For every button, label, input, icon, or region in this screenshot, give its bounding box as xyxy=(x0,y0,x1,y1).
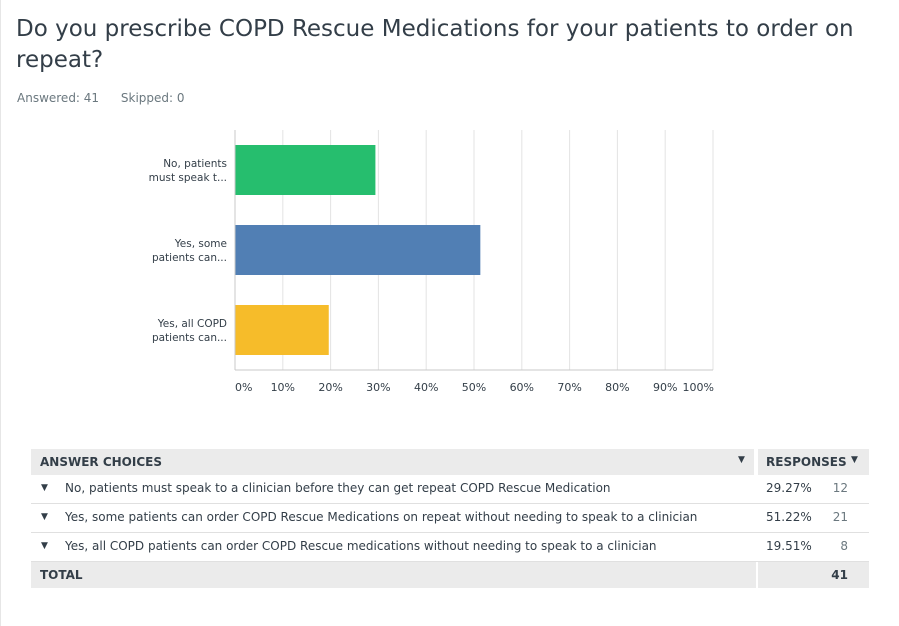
category-label: Yes, all COPD patients can... xyxy=(152,318,227,344)
total-divider xyxy=(756,562,758,588)
table-header: ANSWER CHOICES ▼ RESPONSES ▼ xyxy=(31,449,869,475)
answer-count: 21 xyxy=(832,510,848,524)
total-count: 41 xyxy=(831,568,848,582)
x-tick-label: 20% xyxy=(318,381,342,394)
x-tick-label: 100% xyxy=(683,381,714,394)
expand-row-icon[interactable]: ▼ xyxy=(41,483,48,493)
answer-choices-header[interactable]: ANSWER CHOICES xyxy=(40,455,162,469)
answer-percent: 51.22% xyxy=(766,510,812,524)
total-row: TOTAL 41 xyxy=(31,562,869,588)
responses-header[interactable]: RESPONSES xyxy=(766,455,847,469)
frame-border xyxy=(0,0,1,626)
x-tick-label: 0% xyxy=(235,381,252,394)
x-tick-label: 40% xyxy=(414,381,438,394)
x-tick-label: 50% xyxy=(462,381,486,394)
sort-choices-icon[interactable]: ▼ xyxy=(738,455,745,465)
x-tick-label: 60% xyxy=(510,381,534,394)
skipped-count: Skipped: 0 xyxy=(120,91,185,105)
x-tick-label: 10% xyxy=(271,381,295,394)
answer-count: 12 xyxy=(832,481,848,495)
x-tick-label: 30% xyxy=(366,381,390,394)
category-label: Yes, some patients can... xyxy=(152,238,227,264)
answer-percent: 29.27% xyxy=(766,481,812,495)
answered-count: Answered: 41 xyxy=(17,91,100,105)
bar xyxy=(235,305,329,355)
answer-label: Yes, some patients can order COPD Rescue… xyxy=(65,510,698,524)
expand-row-icon[interactable]: ▼ xyxy=(41,541,48,551)
x-tick-label: 70% xyxy=(557,381,581,394)
header-divider xyxy=(754,449,758,475)
category-label: No, patients must speak t... xyxy=(149,158,227,184)
sort-responses-icon[interactable]: ▼ xyxy=(851,455,858,465)
bar-chart: 0% 10% 20% 30% 40% 50% 60% 70% 80% 90% 100% No, pat… xyxy=(149,130,714,394)
answer-percent: 19.51% xyxy=(766,539,812,553)
table-row: ▼ Yes, all COPD patients can order COPD … xyxy=(31,533,869,562)
answer-count: 8 xyxy=(840,539,848,553)
table-row: ▼ Yes, some patients can order COPD Resc… xyxy=(31,504,869,533)
answer-table: ANSWER CHOICES ▼ RESPONSES ▼ ▼ No, patie… xyxy=(31,449,869,588)
x-tick-label: 80% xyxy=(605,381,629,394)
x-tick-label: 90% xyxy=(653,381,677,394)
answer-label: No, patients must speak to a clinician b… xyxy=(65,481,611,495)
total-label: TOTAL xyxy=(40,568,83,582)
bar xyxy=(235,225,481,275)
expand-row-icon[interactable]: ▼ xyxy=(41,512,48,522)
answer-label: Yes, all COPD patients can order COPD Re… xyxy=(65,539,657,553)
table-row: ▼ No, patients must speak to a clinician… xyxy=(31,475,869,504)
bar xyxy=(235,145,376,195)
response-summary: Answered: 41 Skipped: 0 xyxy=(17,91,203,105)
question-title: Do you prescribe COPD Rescue Medications… xyxy=(16,16,854,73)
